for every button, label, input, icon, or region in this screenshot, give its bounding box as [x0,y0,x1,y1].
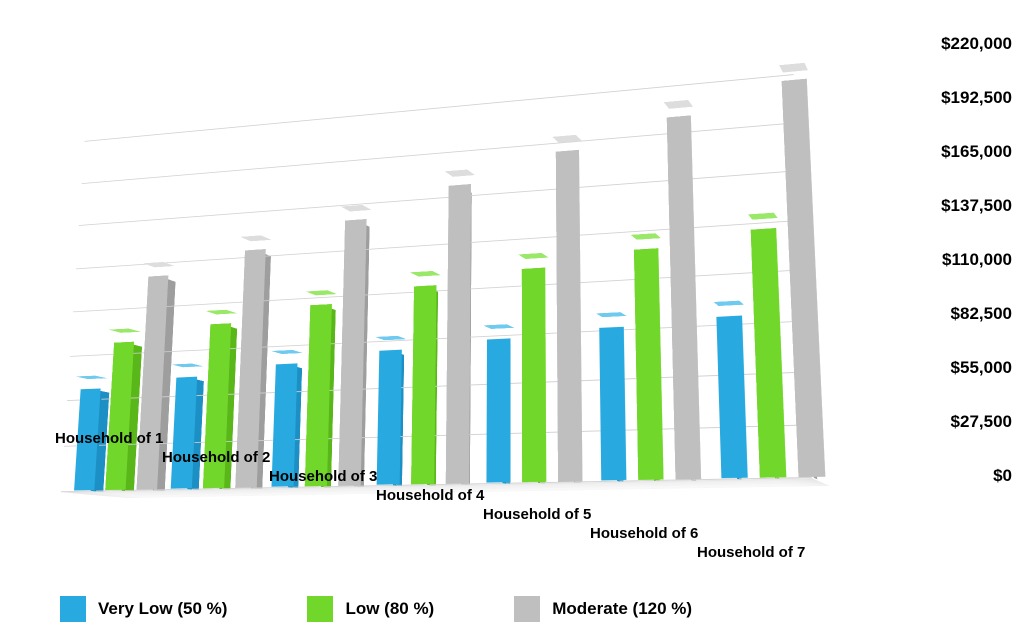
legend-item: Moderate (120 %) [514,596,692,622]
y-axis-tick: $27,500 [951,412,1012,432]
y-axis: $0 $27,500 $55,000 $82,500 $110,000 $137,500 $… [842,34,1012,494]
legend-swatch [514,596,540,622]
category-label: Household of 1 [55,430,163,447]
bar [525,270,550,483]
bar [416,287,441,486]
chart-area [20,30,840,530]
bar [310,306,337,487]
y-axis-tick: $0 [993,466,1012,486]
legend: Very Low (50 %) Low (80 %) Moderate (120 %… [60,596,692,622]
bar [669,118,704,480]
bar [753,231,789,479]
y-axis-tick: $110,000 [942,250,1012,270]
y-axis-tick: $220,000 [941,34,1012,54]
bar [559,153,586,483]
category-label: Household of 3 [269,468,377,485]
legend-label: Moderate (120 %) [552,599,692,619]
bar [719,318,750,479]
y-axis-tick: $192,500 [941,88,1012,108]
category-label: Household of 2 [162,449,270,466]
bar [783,82,827,478]
bar [381,352,406,486]
legend-label: Very Low (50 %) [98,599,227,619]
bar [111,343,140,491]
bar [450,187,475,485]
bar [637,251,667,481]
bar [343,221,371,486]
chart-stage: Household of 1 Household of 2 Household of… [0,0,1024,640]
category-label: Household of 5 [483,506,591,523]
category-label: Household of 4 [376,487,484,504]
y-axis-tick: $82,500 [951,304,1012,324]
bar [603,329,630,481]
legend-swatch [60,596,86,622]
y-axis-tick: $165,000 [941,142,1012,162]
legend-item: Low (80 %) [307,596,434,622]
y-axis-tick: $55,000 [951,358,1012,378]
legend-label: Low (80 %) [345,599,434,619]
bar [177,378,203,490]
category-label: Household of 6 [590,525,698,542]
bar [491,340,515,484]
category-label: Household of 7 [697,544,805,561]
legend-swatch [307,596,333,622]
y-axis-tick: $137,500 [941,196,1012,216]
legend-item: Very Low (50 %) [60,596,227,622]
